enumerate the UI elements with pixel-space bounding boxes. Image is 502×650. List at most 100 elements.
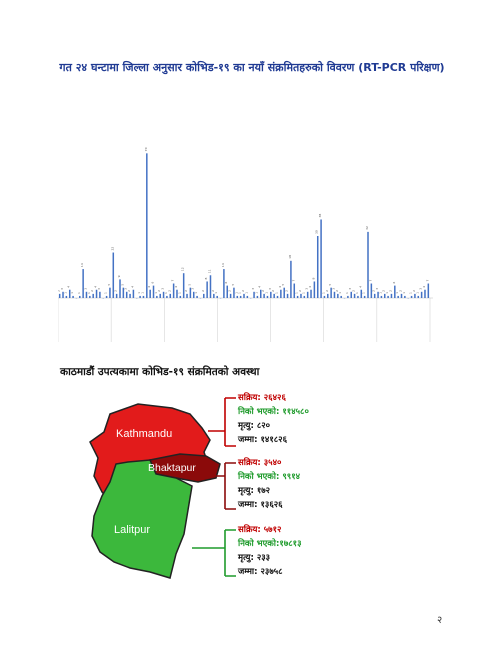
chart-bar <box>172 283 175 298</box>
bar-value-label: 2 <box>201 290 205 292</box>
bar-value-label: 1 <box>137 292 141 294</box>
recovered-count: निको भएको:१७८१३ <box>238 539 302 549</box>
bar-value-label: 1 <box>345 292 349 294</box>
chart-bar <box>189 287 192 298</box>
bar-value-label: 2 <box>167 290 171 292</box>
bar-value-label: 5 <box>231 284 235 286</box>
bar-value-label: 4 <box>174 286 178 288</box>
bar-value-label: 1 <box>244 292 248 294</box>
bar-value-label: 2 <box>271 290 275 292</box>
bar-value-label: 4 <box>278 286 282 288</box>
total-count: जम्मा: १३६२६ <box>238 500 283 510</box>
chart-bar <box>367 231 369 298</box>
bar-value-label: 1 <box>238 292 242 294</box>
chart-bar <box>192 291 195 298</box>
chart-bar <box>95 289 98 298</box>
chart-bar <box>236 295 239 298</box>
page-number: २ <box>437 615 443 626</box>
chart-bar <box>213 293 215 298</box>
chart-bar <box>280 289 282 298</box>
chart-bar <box>320 219 322 298</box>
bar-value-label: 32 <box>365 226 369 230</box>
chart-bar <box>166 295 168 298</box>
chart-bar <box>92 293 94 298</box>
bar-value-label: 2 <box>285 290 289 292</box>
bar-value-label: 22 <box>110 247 114 251</box>
bar-value-label: 1 <box>177 292 181 294</box>
bar-value-label: 1 <box>214 292 218 294</box>
chart-bar <box>62 291 64 298</box>
bar-value-label: 1 <box>164 292 168 294</box>
chart-bar <box>152 285 155 298</box>
chart-bar <box>357 295 359 298</box>
bar-value-label: 3 <box>60 288 64 290</box>
chart-bar <box>226 285 228 298</box>
total-count: जम्मा: १४१८२६ <box>238 435 288 445</box>
lalitpur-region <box>91 459 193 579</box>
bar-value-label: 2 <box>261 290 265 292</box>
chart-bar <box>142 295 145 298</box>
death-count: मृत्यु: ८२० <box>238 421 271 431</box>
chart-bar <box>296 295 299 298</box>
chart-bar <box>179 295 182 298</box>
chart-bar <box>112 252 115 298</box>
bar-value-label: 1 <box>87 292 91 294</box>
chart-bar <box>109 287 111 298</box>
chart-bar <box>373 293 376 298</box>
chart-bar <box>182 273 185 298</box>
bar-value-label: 1 <box>338 292 342 294</box>
chart-bar <box>397 295 399 298</box>
chart-bar <box>233 287 235 298</box>
active-count: सक्रिय: ३५४० <box>238 458 282 468</box>
chart-bar <box>115 293 118 298</box>
bar-value-label: 5 <box>120 284 124 286</box>
chart-bar <box>82 269 84 298</box>
kathmandu-stats: सक्रिय: २६४२६ निको भएको: ११४५८० मृत्यु: … <box>238 391 309 447</box>
chart-bar <box>327 293 329 298</box>
bar-value-label: 2 <box>325 290 329 292</box>
chart-bar <box>159 293 161 298</box>
bar-value-label: 7 <box>171 280 175 282</box>
chart-bar <box>347 295 349 298</box>
bar-value-label: 2 <box>157 290 161 292</box>
chart-bar <box>377 291 379 298</box>
chart-bar <box>387 295 389 298</box>
chart-bar <box>176 289 178 298</box>
chart-bar <box>156 295 158 298</box>
bar-value-label: 2 <box>114 290 118 292</box>
chart-bar <box>186 293 188 298</box>
chart-bar <box>229 293 232 298</box>
chart-bar <box>424 289 426 298</box>
chart-bar <box>58 293 61 298</box>
bar-value-label: 1 <box>63 292 67 294</box>
chart-bar <box>333 291 336 298</box>
bar-value-label: 3 <box>251 288 255 290</box>
recovered-count: निको भएको: ९९१४ <box>238 472 301 482</box>
bar-value-label: 14 <box>221 263 225 267</box>
chart-bar <box>394 285 396 298</box>
chart-bar <box>306 291 309 298</box>
chart-bar <box>99 291 101 298</box>
bar-value-label: 4 <box>358 286 362 288</box>
chart-bar <box>125 291 128 298</box>
bar-value-label: 2 <box>382 290 386 292</box>
chart-bar <box>400 293 403 298</box>
bar-value-label: 5 <box>328 284 332 286</box>
bar-value-label: 1 <box>415 292 419 294</box>
chart-bar <box>253 291 255 298</box>
bar-value-label: 1 <box>140 292 144 294</box>
chart-bar <box>209 275 212 298</box>
chart-bar <box>330 287 332 298</box>
bar-value-label: 1 <box>77 292 81 294</box>
bar-value-label: 2 <box>58 290 61 292</box>
chart-bar <box>206 281 208 298</box>
chart-bar <box>286 293 289 298</box>
chart-bar <box>162 291 165 298</box>
chart-bar <box>313 281 316 298</box>
chart-bar <box>246 295 249 298</box>
bar-value-label: 5 <box>281 284 285 286</box>
bar-value-label: 2 <box>228 290 232 292</box>
chart-bar <box>203 293 205 298</box>
bhaktapur-label: Bhaktapur <box>148 462 196 474</box>
bar-value-label: 7 <box>425 280 429 282</box>
